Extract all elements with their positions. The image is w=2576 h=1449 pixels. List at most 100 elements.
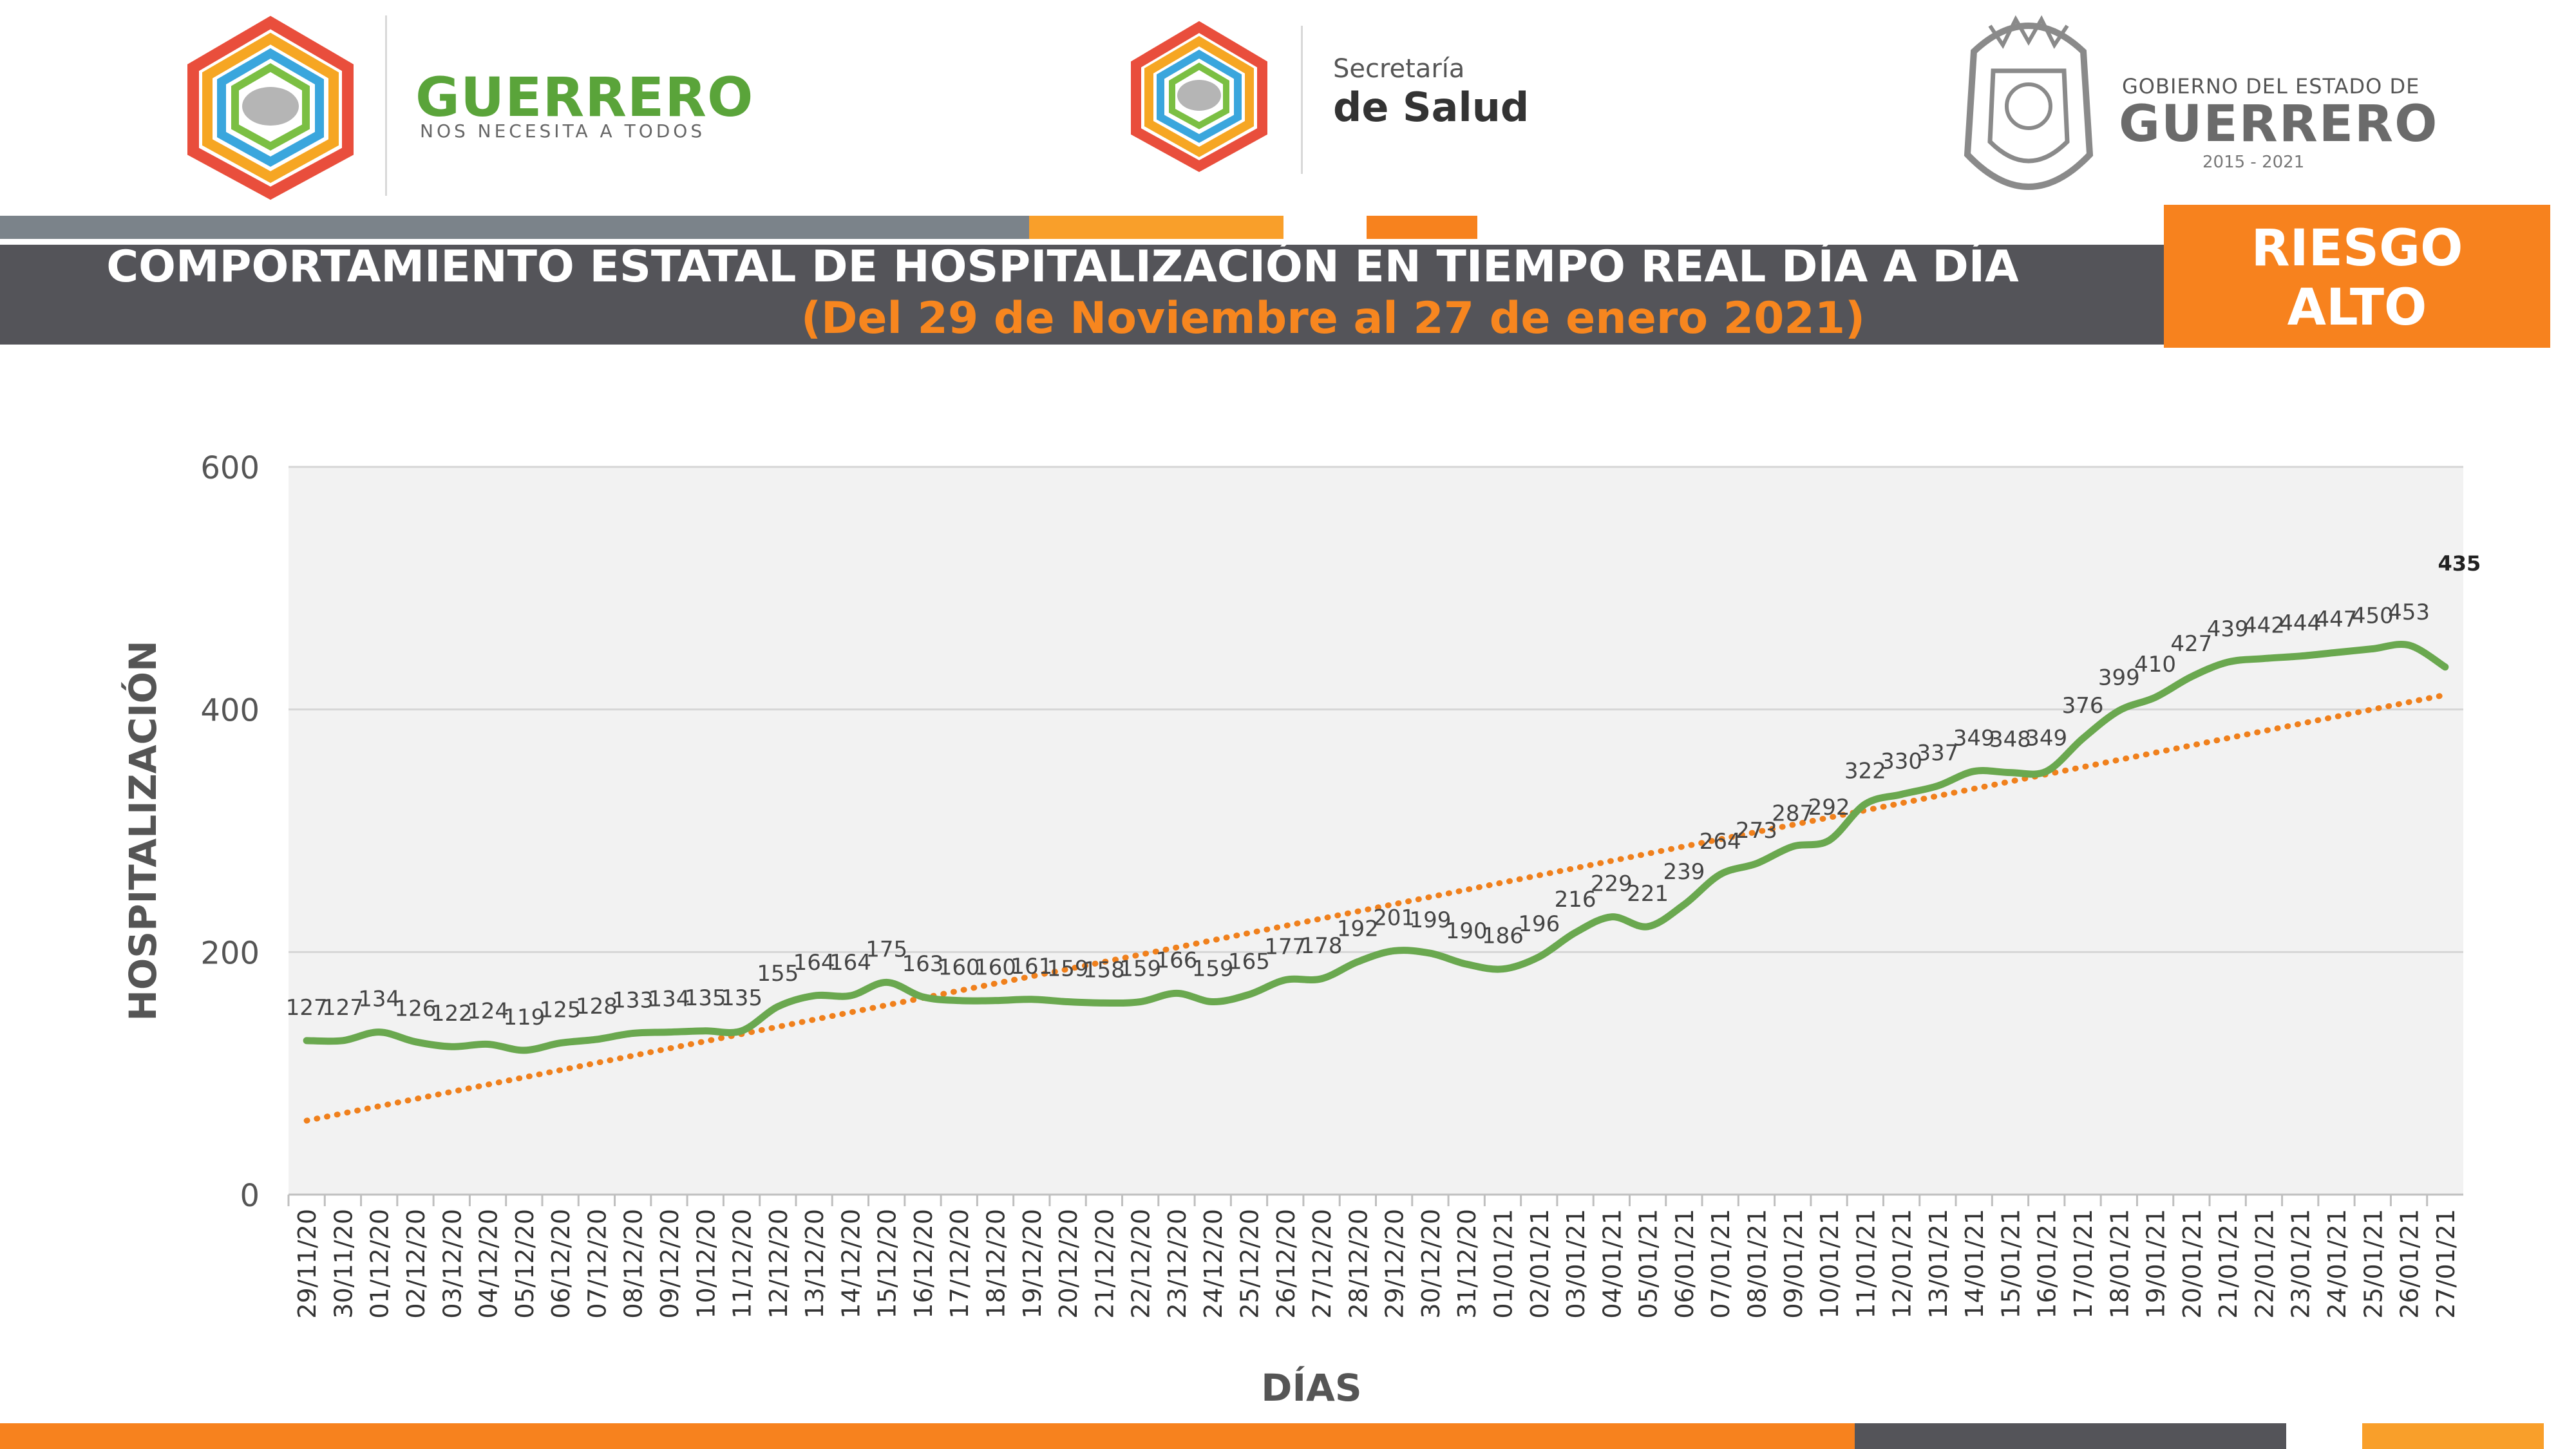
data-label: 126: [395, 996, 437, 1022]
data-label: 161: [1010, 954, 1052, 980]
x-tick-label: 25/01/21: [2359, 1209, 2387, 1319]
x-tick-label: 03/12/20: [438, 1209, 466, 1319]
x-tick-label: 11/01/21: [1852, 1209, 1880, 1319]
x-tick-label: 30/12/20: [1417, 1209, 1445, 1319]
x-tick-label: 03/01/21: [1562, 1209, 1590, 1319]
gobierno-logo-line2: GUERRERO: [2119, 95, 2439, 153]
data-label: 134: [358, 987, 400, 1012]
x-tick-label: 13/12/20: [800, 1209, 829, 1319]
x-tick-label: 18/01/21: [2105, 1209, 2134, 1319]
x-tick-label: 22/01/21: [2250, 1209, 2278, 1319]
x-tick-label: 17/12/20: [945, 1209, 974, 1319]
x-tick-label: 20/12/20: [1054, 1209, 1083, 1319]
x-tick-label: 02/12/20: [402, 1209, 430, 1319]
x-tick-label: 17/01/21: [2069, 1209, 2098, 1319]
data-label: 229: [1591, 871, 1633, 897]
data-label: 410: [2134, 652, 2176, 677]
x-tick-label: 04/01/21: [1598, 1209, 1626, 1319]
x-tick-label: 23/01/21: [2287, 1209, 2315, 1319]
data-label: 439: [2207, 616, 2249, 642]
x-tick-label: 05/01/21: [1634, 1209, 1663, 1319]
x-tick-label: 06/01/21: [1671, 1209, 1699, 1319]
data-label: 134: [649, 987, 690, 1012]
footer-bar-light-orange: [2362, 1423, 2544, 1449]
x-tick-label: 29/11/20: [293, 1209, 321, 1319]
guerrero-logo-icon: [187, 15, 354, 200]
data-label: 165: [1228, 949, 1270, 974]
x-tick-label: 21/01/21: [2214, 1209, 2242, 1319]
logo-divider: [1301, 26, 1303, 174]
data-label: 127: [286, 995, 328, 1021]
x-tick-label: 20/01/21: [2178, 1209, 2206, 1319]
guerrero-logo-subtitle: NOS NECESITA A TODOS: [420, 120, 706, 142]
data-label: 349: [1953, 726, 1995, 752]
x-tick-label: 18/12/20: [982, 1209, 1010, 1319]
risk-badge-line2: ALTO: [2287, 279, 2427, 337]
x-tick-label: 11/12/20: [728, 1209, 757, 1319]
data-label: 435: [2438, 551, 2481, 576]
data-label: 119: [503, 1005, 545, 1030]
data-label: 122: [431, 1001, 473, 1027]
data-label: 164: [829, 950, 871, 976]
x-tick-label: 08/12/20: [620, 1209, 648, 1319]
data-label: 196: [1518, 911, 1560, 937]
x-tick-label: 10/01/21: [1815, 1209, 1844, 1319]
x-tick-label: 06/12/20: [547, 1209, 575, 1319]
x-tick-label: 26/12/20: [1272, 1209, 1300, 1319]
x-tick-label: 24/12/20: [1199, 1209, 1227, 1319]
x-tick-label: 31/12/20: [1453, 1209, 1481, 1319]
data-label: 447: [2316, 607, 2358, 632]
y-tick-label: 0: [240, 1178, 260, 1214]
data-label: 160: [974, 955, 1016, 981]
y-tick-label: 400: [200, 693, 260, 729]
x-tick-label: 27/12/20: [1308, 1209, 1336, 1319]
x-tick-label: 22/12/20: [1127, 1209, 1155, 1319]
x-tick-label: 13/01/21: [1924, 1209, 1953, 1319]
data-label: 337: [1917, 740, 1958, 766]
data-label: 192: [1337, 916, 1379, 942]
x-tick-label: 19/01/21: [2142, 1209, 2170, 1319]
data-label: 216: [1555, 887, 1596, 913]
salud-logo-line1: Secretaría: [1333, 54, 1465, 84]
coat-of-arms-icon: [1964, 15, 2094, 190]
risk-badge-line1: RIESGO: [2251, 220, 2463, 278]
page-subtitle: (Del 29 de Noviembre al 27 de enero 2021…: [800, 293, 1866, 344]
data-label: 125: [540, 998, 582, 1023]
x-tick-label: 19/12/20: [1018, 1209, 1046, 1319]
data-label: 349: [2025, 726, 2067, 752]
data-label: 348: [1989, 727, 2031, 753]
x-tick-label: 21/12/20: [1090, 1209, 1119, 1319]
x-tick-label: 01/12/20: [366, 1209, 394, 1319]
footer-bar-gray: [1855, 1423, 2286, 1449]
salud-logo-line2: de Salud: [1333, 84, 1530, 131]
data-label: 127: [322, 995, 364, 1021]
x-tick-label: 04/12/20: [475, 1209, 503, 1319]
data-label: 128: [576, 994, 618, 1019]
y-axis-label: HOSPITALIZACIÓN: [120, 640, 165, 1021]
data-label: 190: [1446, 918, 1488, 944]
data-label: 159: [1047, 956, 1089, 982]
data-label: 427: [2170, 631, 2212, 657]
risk-badge: RIESGO ALTO: [2164, 205, 2550, 348]
data-label: 186: [1482, 923, 1524, 949]
y-tick-label: 200: [200, 935, 260, 971]
accent-bar-light-orange: [1029, 216, 1283, 239]
gobierno-logo-years: 2015 - 2021: [2202, 153, 2305, 172]
plot-area: [289, 467, 2463, 1195]
x-tick-label: 15/01/21: [1996, 1209, 2025, 1319]
x-tick-label: 14/01/21: [1960, 1209, 1989, 1319]
data-label: 442: [2243, 613, 2285, 639]
x-tick-label: 12/12/20: [764, 1209, 793, 1319]
x-tick-label: 14/12/20: [837, 1209, 865, 1319]
data-label: 155: [757, 961, 799, 987]
x-tick-label: 30/11/20: [329, 1209, 357, 1319]
header-logos: [187, 15, 2094, 200]
data-label: 158: [1083, 957, 1125, 983]
x-tick-label: 09/12/20: [656, 1209, 684, 1319]
y-tick-label: 600: [200, 450, 260, 486]
page-title: COMPORTAMIENTO ESTATAL DE HOSPITALIZACIÓ…: [106, 242, 2019, 292]
data-label: 287: [1772, 800, 1814, 826]
gobierno-logo-line1: GOBIERNO DEL ESTADO DE: [2122, 74, 2420, 99]
data-label: 273: [1736, 818, 1777, 844]
